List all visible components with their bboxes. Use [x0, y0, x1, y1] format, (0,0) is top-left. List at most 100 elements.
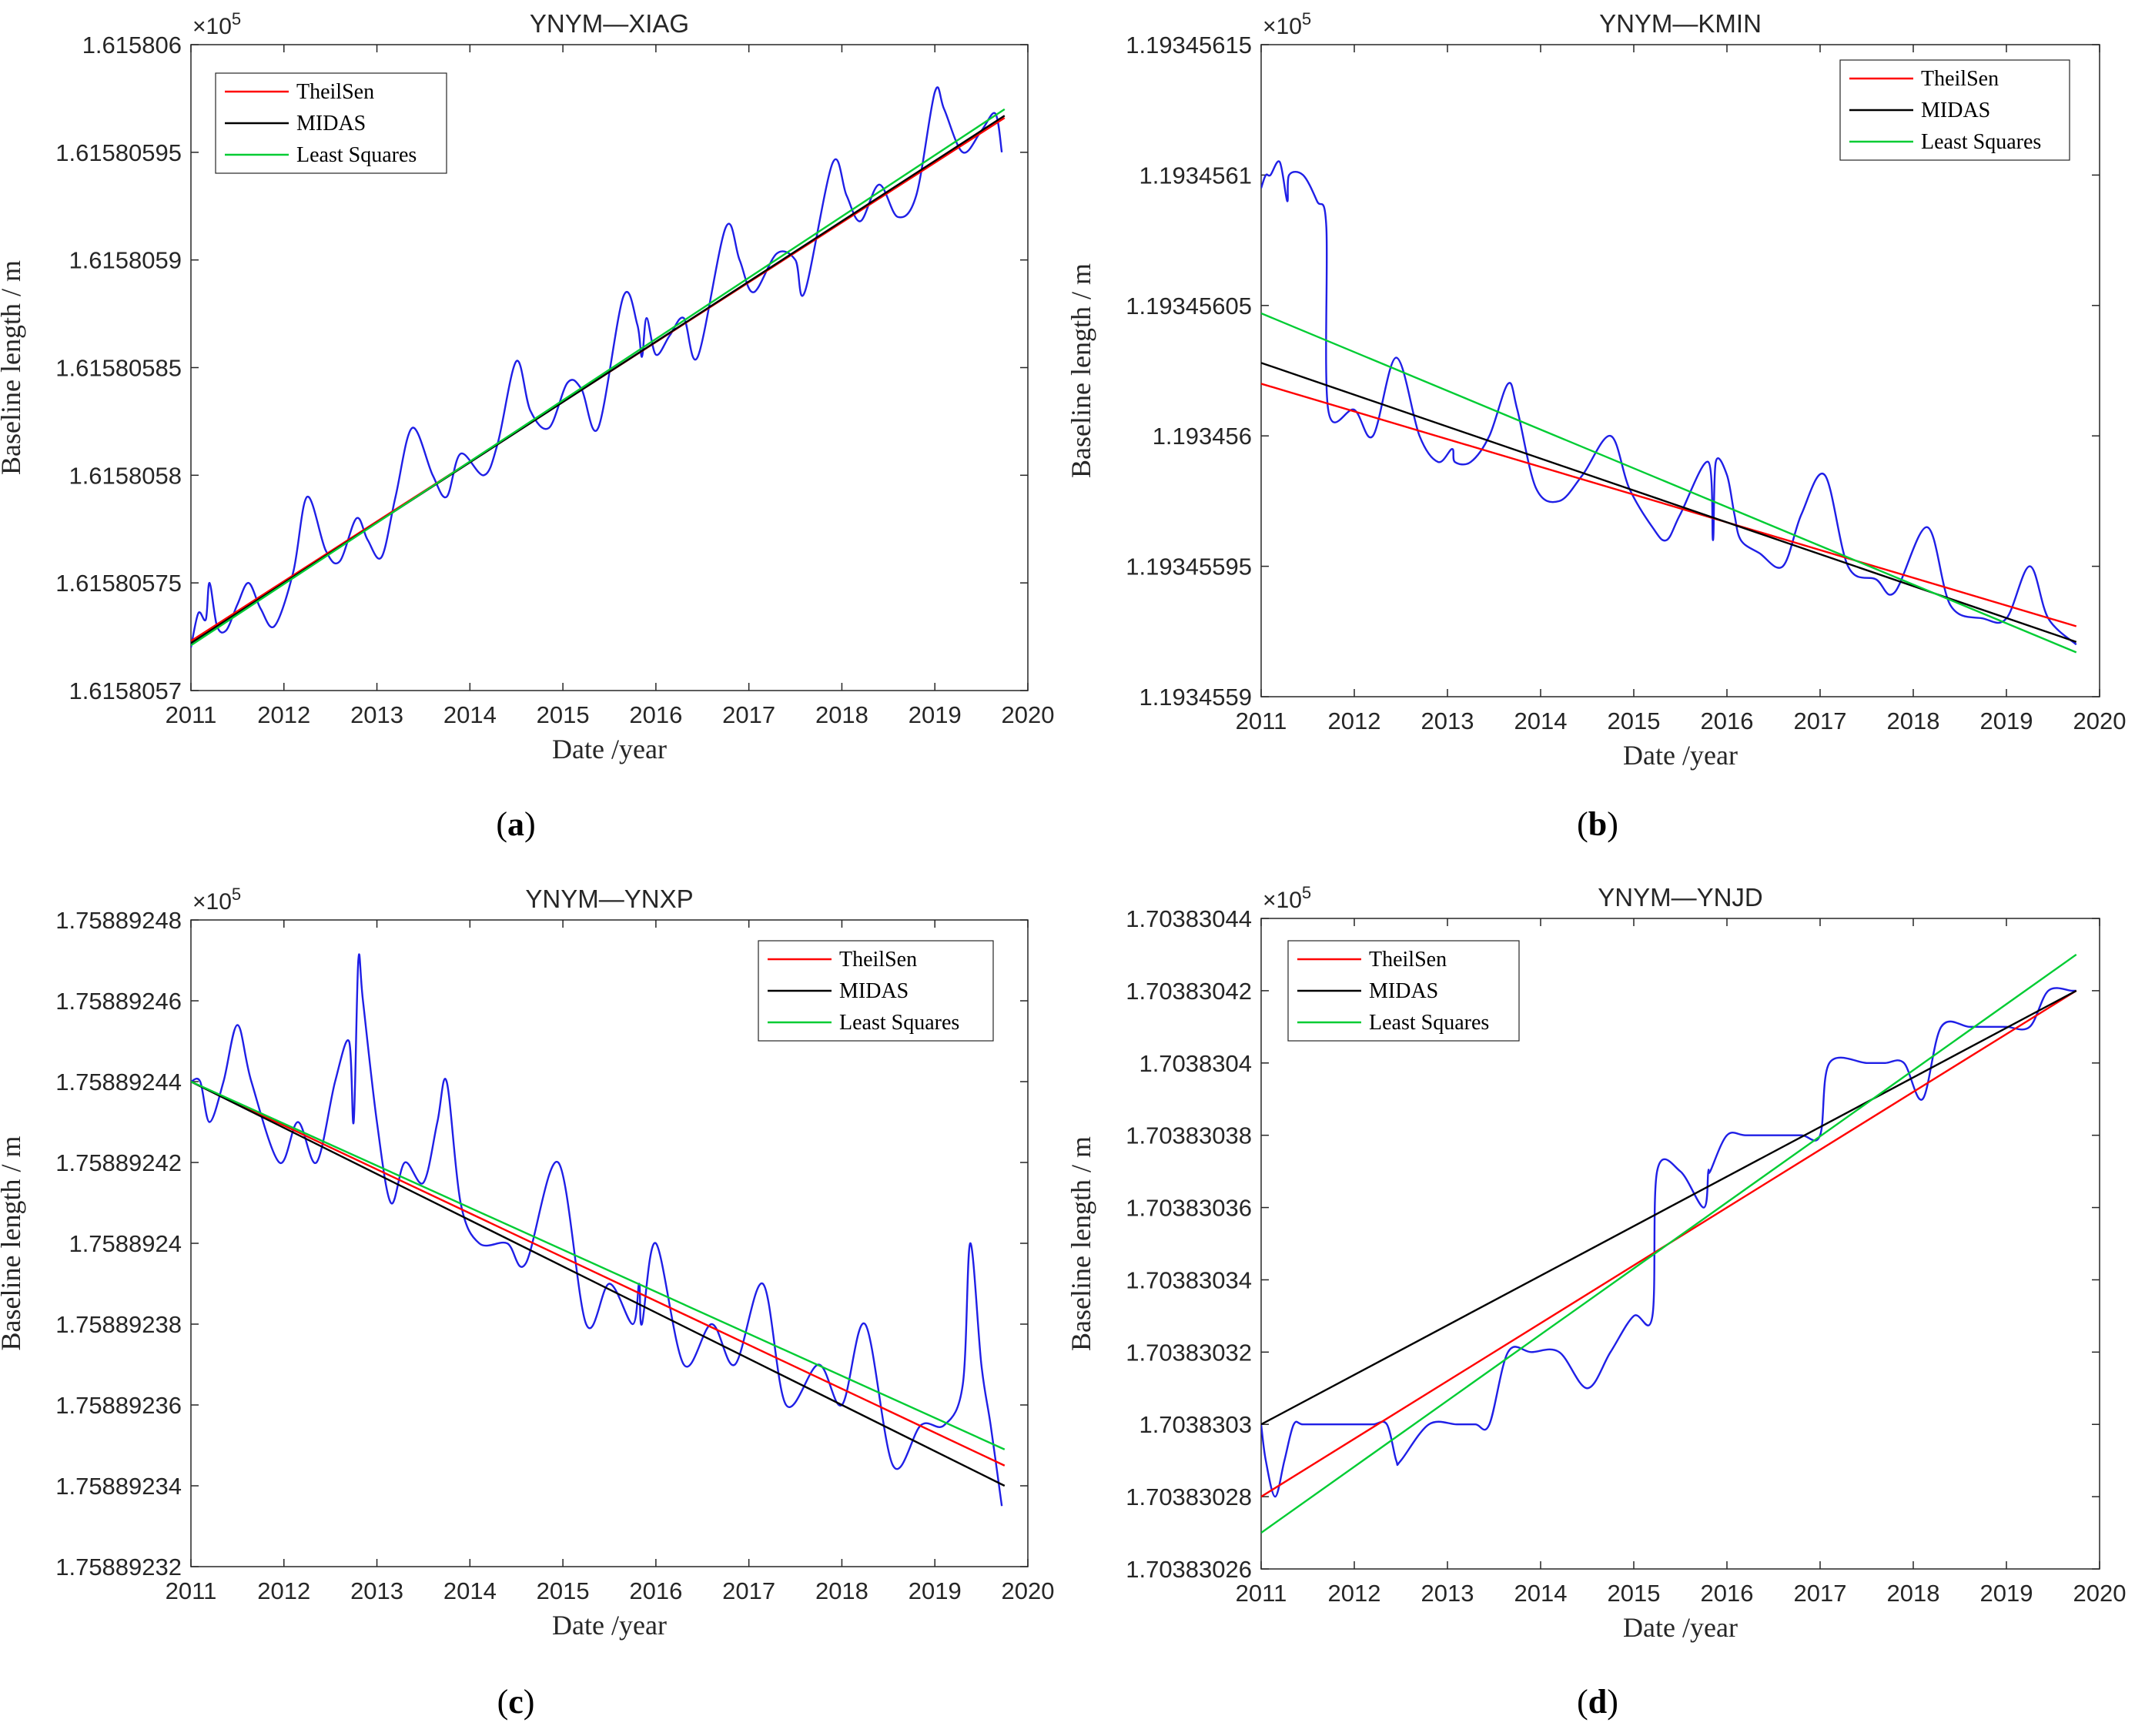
- y-tick-label: 1.70383038: [1126, 1122, 1252, 1149]
- legend-entry: TheilSen: [1369, 948, 1447, 972]
- y-tick-label: 1.70383044: [1126, 905, 1252, 932]
- x-tick-label: 2018: [1887, 1580, 1940, 1607]
- plot-series-group: [1261, 160, 2077, 654]
- y-tick-label: 1.6158058: [69, 462, 182, 489]
- legend-entry: Least Squares: [1369, 1011, 1489, 1035]
- x-tick-label: 2013: [1421, 707, 1474, 734]
- y-tick-label: 1.19345615: [1126, 32, 1252, 59]
- legend-entry: MIDAS: [1921, 99, 1990, 122]
- x-tick-label: 2011: [1236, 707, 1287, 734]
- x-axis-label: Date /year: [552, 1610, 667, 1641]
- chart-title: YNYM—XIAG: [530, 9, 689, 38]
- x-tick-label: 2018: [815, 701, 868, 728]
- x-tick-label: 2017: [1794, 707, 1847, 734]
- x-tick-label: 2013: [1421, 1580, 1474, 1607]
- plot-series-group: [191, 953, 1006, 1507]
- x-tick-label: 2018: [815, 1577, 868, 1604]
- y-tick-label: 1.7038303: [1139, 1411, 1252, 1438]
- legend-entry: TheilSen: [839, 948, 917, 972]
- series-observed-baseline: [1261, 160, 2077, 646]
- legend-entry: TheilSen: [296, 80, 374, 104]
- series-observed-baseline: [1261, 987, 2076, 1498]
- y-tick-label: 1.19345595: [1126, 554, 1252, 580]
- chart-title: YNYM—YNJD: [1598, 883, 1763, 911]
- y-tick-label: 1.1934559: [1139, 684, 1252, 711]
- x-tick-label: 2011: [1236, 1580, 1287, 1607]
- series-midas: [1261, 989, 2077, 1426]
- x-tick-label: 2012: [1328, 1580, 1381, 1607]
- y-tick-label: 1.61580585: [55, 355, 182, 382]
- axis-exponent: ×105: [1263, 9, 1311, 39]
- axis-exponent: ×105: [1263, 883, 1311, 913]
- x-tick-label: 2020: [1002, 701, 1055, 728]
- series-observed-baseline: [191, 86, 1003, 648]
- y-axis-label: Baseline length / m: [1066, 263, 1096, 478]
- x-tick-label: 2013: [350, 701, 403, 728]
- x-tick-label: 2012: [257, 1577, 310, 1604]
- series-least-squares: [191, 1080, 1006, 1450]
- x-tick-label: 2012: [1328, 707, 1381, 734]
- y-tick-label: 1.70383034: [1126, 1266, 1252, 1293]
- y-tick-label: 1.70383032: [1126, 1339, 1252, 1366]
- axis-exponent: ×105: [192, 885, 241, 915]
- y-tick-label: 1.615806: [82, 32, 182, 59]
- panel-label: (c): [497, 1683, 535, 1721]
- x-tick-label: 2019: [1980, 1580, 2033, 1607]
- x-tick-label: 2018: [1887, 707, 1940, 734]
- axis-exponent: ×105: [192, 9, 241, 39]
- x-tick-label: 2020: [2073, 707, 2127, 734]
- x-tick-label: 2019: [909, 701, 962, 728]
- x-tick-label: 2015: [1608, 707, 1661, 734]
- panel-label: (d): [1577, 1683, 1618, 1721]
- legend: TheilSen MIDAS Least Squares: [1287, 940, 1520, 1042]
- series-theilsen: [191, 1080, 1006, 1467]
- legend: TheilSen MIDAS Least Squares: [758, 940, 994, 1042]
- panel-label: (b): [1577, 805, 1618, 843]
- chart-panel-c: 2011 2012 2013 2014 2015 2016 2017 2018 2019 2020…: [0, 885, 1054, 1721]
- y-tick-label: 1.7588924: [69, 1230, 182, 1257]
- y-tick-label: 1.75889236: [55, 1392, 182, 1419]
- series-least-squares: [191, 108, 1006, 647]
- y-axis-label: Baseline length / m: [0, 1136, 26, 1351]
- x-axis-label: Date /year: [552, 734, 667, 764]
- x-tick-label: 2011: [166, 1577, 217, 1604]
- y-tick-label: 1.19345605: [1126, 293, 1252, 319]
- x-axis-label: Date /year: [1623, 1612, 1738, 1643]
- x-tick-label: 2017: [1794, 1580, 1847, 1607]
- x-tick-label: 2015: [537, 1577, 590, 1604]
- x-tick-label: 2019: [909, 1577, 962, 1604]
- plot-series-group: [191, 86, 1006, 648]
- y-axis-label: Baseline length / m: [1066, 1136, 1096, 1351]
- y-tick-label: 1.6158059: [69, 247, 182, 274]
- legend-entry: Least Squares: [1921, 130, 2041, 154]
- y-tick-label: 1.193456: [1153, 423, 1252, 450]
- legend-entry: Least Squares: [296, 143, 417, 167]
- x-tick-label: 2016: [629, 1577, 682, 1604]
- x-tick-label: 2014: [443, 1577, 497, 1604]
- y-tick-label: 1.7038304: [1139, 1050, 1252, 1077]
- legend-entry: MIDAS: [839, 979, 909, 1003]
- legend: TheilSen MIDAS Least Squares: [1839, 59, 2070, 161]
- chart-panel-a: 2011 2012 2013 2014 2015 2016 2017 2018 2019 2020…: [0, 9, 1054, 843]
- y-tick-label: 1.70383028: [1126, 1483, 1252, 1510]
- x-tick-label: 2016: [1701, 1580, 1754, 1607]
- x-tick-label: 2013: [350, 1577, 403, 1604]
- y-tick-label: 1.75889248: [55, 907, 182, 934]
- chart-title: YNYM—KMIN: [1599, 9, 1762, 38]
- x-tick-label: 2014: [1514, 707, 1568, 734]
- y-tick-label: 1.6158057: [69, 677, 182, 704]
- x-tick-label: 2020: [1002, 1577, 1055, 1604]
- legend-entry: TheilSen: [1921, 67, 1999, 91]
- x-tick-label: 2019: [1980, 707, 2033, 734]
- panel-label: (a): [496, 805, 535, 843]
- y-tick-label: 1.61580595: [55, 139, 182, 166]
- x-tick-label: 2015: [537, 701, 590, 728]
- x-tick-label: 2016: [629, 701, 682, 728]
- x-axis-label: Date /year: [1623, 740, 1738, 771]
- y-tick-label: 1.70383026: [1126, 1556, 1252, 1583]
- x-tick-label: 2012: [257, 701, 310, 728]
- x-tick-label: 2011: [166, 701, 217, 728]
- x-tick-label: 2016: [1701, 707, 1754, 734]
- plot-series-group: [1261, 953, 2077, 1534]
